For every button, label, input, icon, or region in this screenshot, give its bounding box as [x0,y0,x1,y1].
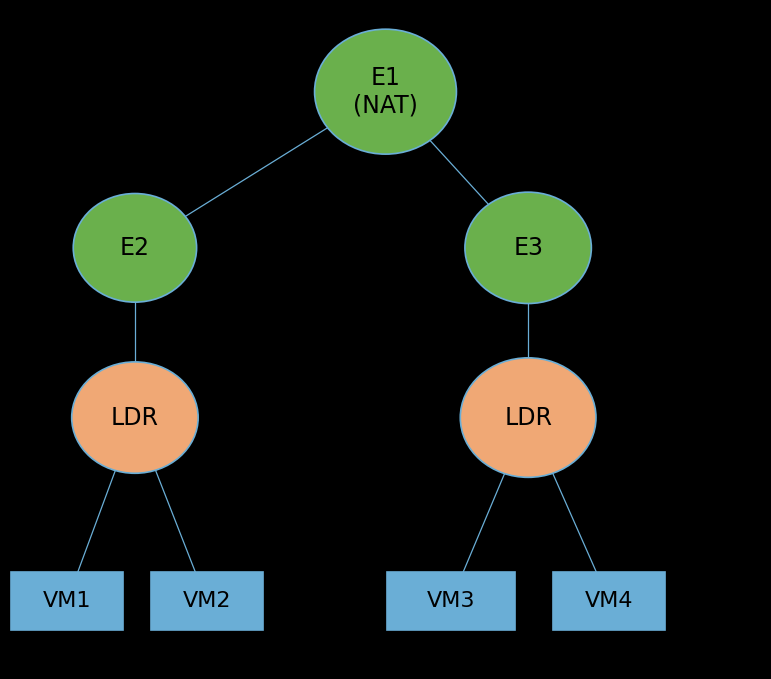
FancyBboxPatch shape [151,572,262,630]
Circle shape [73,194,197,302]
Circle shape [465,192,591,304]
Circle shape [72,362,198,473]
Text: LDR: LDR [111,405,159,430]
Text: E3: E3 [513,236,543,260]
Circle shape [460,358,596,477]
Text: VM2: VM2 [183,591,231,611]
Text: VM3: VM3 [427,591,475,611]
Text: LDR: LDR [504,405,552,430]
FancyBboxPatch shape [11,572,123,630]
Text: E2: E2 [120,236,150,260]
Text: VM4: VM4 [585,591,633,611]
Text: E1
(NAT): E1 (NAT) [353,66,418,117]
FancyBboxPatch shape [387,572,515,630]
Circle shape [315,29,456,154]
FancyBboxPatch shape [553,572,665,630]
Text: VM1: VM1 [43,591,91,611]
